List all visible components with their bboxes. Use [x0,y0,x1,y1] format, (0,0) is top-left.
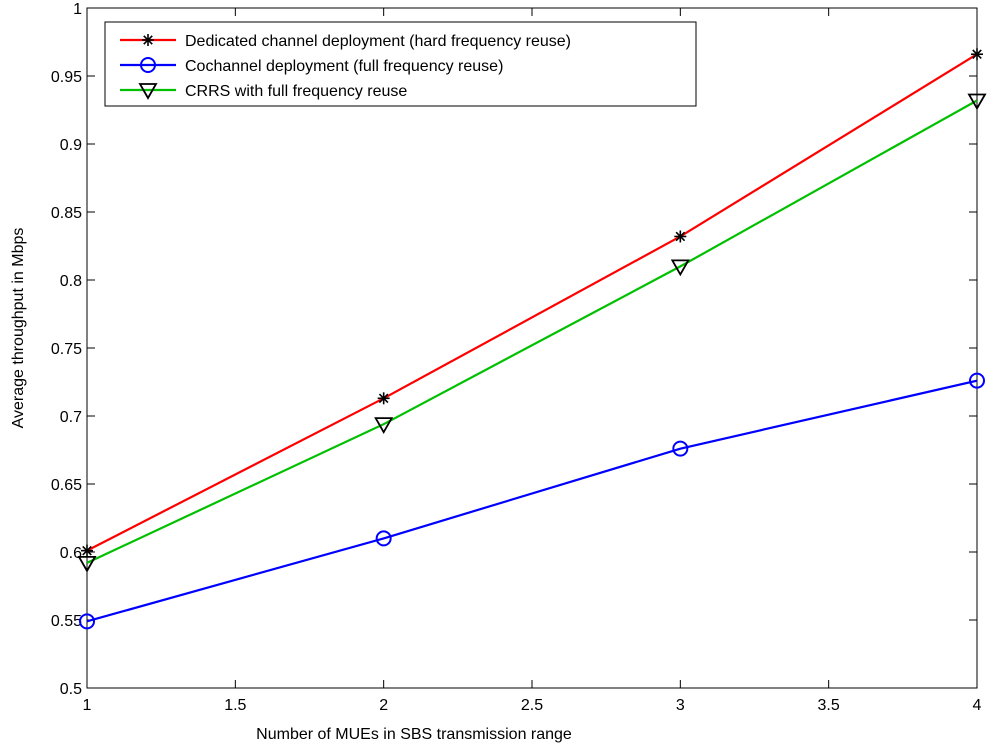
legend-label-1: Dedicated channel deployment (hard frequ… [185,33,571,50]
plot-area [86,7,978,689]
x-tick-label: 2 [379,697,388,714]
x-tick-label: 4 [973,697,982,714]
legend-label-2: Cochannel deployment (full frequency reu… [185,58,503,75]
y-tick-label: 0.9 [60,137,82,154]
axis-ticks: 1 1.5 2 2.5 3 3.5 4 0.5 0.55 0.6 0.65 0.7 0.75 0.8 0.8… [51,1,982,714]
data-point-series-1 [971,48,983,61]
series-line-2 [86,379,978,623]
legend-marker-2 [140,57,156,73]
data-point-series-3 [670,259,690,277]
data-point-series-2 [969,372,985,389]
y-tick-label: 0.95 [51,69,82,86]
y-tick-label: 0.55 [51,613,82,630]
y-tick-label: 0.7 [60,409,82,426]
x-tick-label: 3.5 [818,697,840,714]
y-tick-label: 0.5 [60,681,82,698]
series-line-3 [86,99,978,564]
data-point-series-3 [374,417,394,434]
y-tick-label: 0.6 [60,545,82,562]
y-tick-label: 0.85 [51,205,82,222]
x-tick-label: 1 [83,697,92,714]
series-line-1 [86,53,978,552]
legend-marker-1 [142,34,154,46]
data-point-series-2 [375,530,392,547]
y-tick-label: 0.65 [51,477,82,494]
legend-marker-3 [138,83,158,100]
x-tick-label: 3 [676,697,685,714]
data-point-series-3 [967,93,987,111]
y-tick-label: 0.8 [60,273,82,290]
y-tick-label: 0.75 [51,341,82,358]
series-markers [77,48,987,630]
data-point-series-2 [672,440,689,457]
y-tick-label: 1 [73,1,82,18]
x-tick-label: 1.5 [224,697,246,714]
legend-label-3: CRRS with full frequency reuse [185,83,407,100]
data-point-series-3 [77,555,97,573]
data-point-series-1 [377,392,390,405]
data-point-series-2 [79,613,95,630]
x-tick-label: 2.5 [521,697,543,714]
y-axis-label: Average throughput in Mbps [10,228,27,429]
x-axis-label: Number of MUEs in SBS transmission range [256,726,572,743]
data-point-series-1 [674,230,687,243]
data-point-series-1 [81,544,93,557]
legend-box [104,21,697,107]
series-lines [86,53,978,623]
legend: Dedicated channel deployment (hard frequ… [104,21,697,107]
